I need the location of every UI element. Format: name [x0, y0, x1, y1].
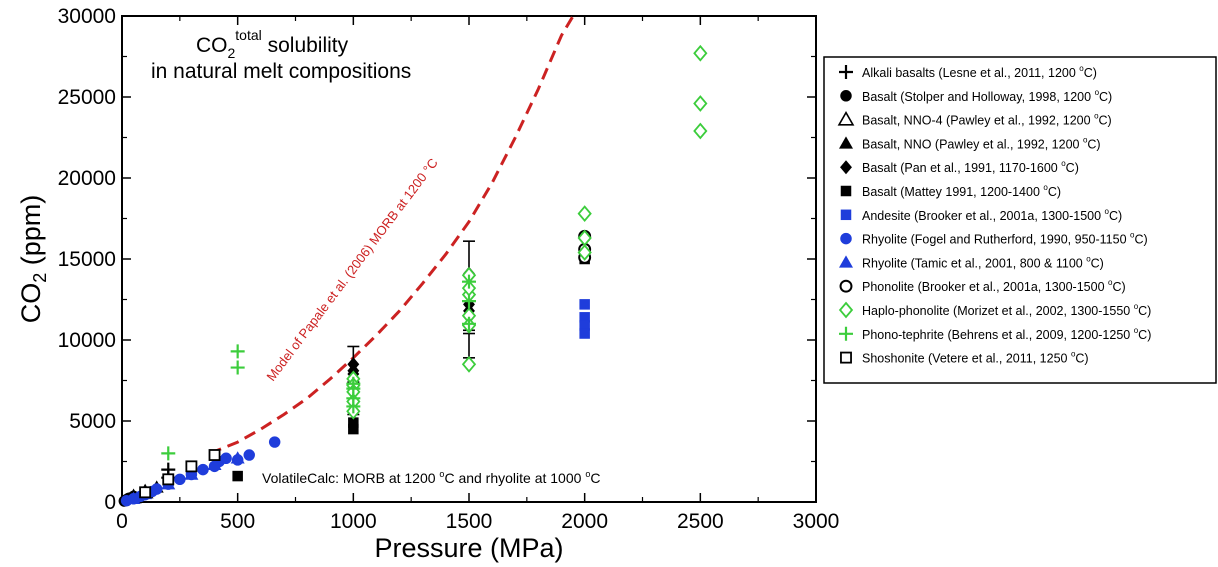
- model-curve: [209, 15, 575, 455]
- legend-marker: [840, 160, 852, 175]
- y-tick-label: 30000: [58, 5, 116, 28]
- legend-marker: [840, 185, 852, 197]
- data-point: [348, 417, 359, 428]
- data-point: [579, 312, 590, 323]
- y-tick-label: 25000: [58, 86, 116, 109]
- data-point: [461, 355, 477, 373]
- chart-title-line1: CO2total solubility: [196, 27, 349, 61]
- axes: 0 500 1000 1500 2000 2500 30000500010000150002…: [58, 5, 840, 533]
- data-point: [207, 457, 222, 470]
- data-point: [348, 423, 359, 435]
- x-tick-label: 500: [220, 510, 255, 533]
- legend-marker: [840, 232, 852, 245]
- x-tick-label: 1000: [330, 510, 377, 533]
- y-tick-label: 15000: [58, 248, 116, 271]
- legend-marker: [839, 136, 853, 149]
- data-point: [185, 460, 198, 473]
- legend-marker: [839, 326, 853, 341]
- legend-marker: [840, 90, 852, 102]
- legend-marker: [837, 110, 855, 126]
- error-bars: [347, 240, 475, 416]
- model-curve-label: Model of Papale et al. (2006) MORB at 12…: [263, 155, 440, 383]
- data-point: [579, 320, 590, 331]
- legend-entry: Shoshonite (Vetere et al., 2011, 1250 oC…: [862, 350, 1089, 366]
- legend-marker: [839, 65, 853, 79]
- legend-marker: [840, 209, 852, 221]
- data-point: [693, 122, 708, 140]
- x-tick-label: 2000: [561, 510, 608, 533]
- legend-marker: [839, 279, 853, 293]
- data-point: [184, 467, 199, 480]
- chart-title-line2: in natural melt compositions: [151, 60, 411, 83]
- data-point: [693, 44, 708, 62]
- data-point: [577, 244, 592, 261]
- data-point: [150, 483, 163, 495]
- data-point: [579, 299, 590, 310]
- legend: Alkali basalts (Lesne et al., 2011, 1200…: [837, 64, 1151, 366]
- legend-entry: Rhyolite (Tamic et al., 2001, 800 & 1100…: [862, 254, 1104, 270]
- data-point: [232, 470, 243, 482]
- x-tick-label: 3000: [793, 510, 840, 533]
- data-point: [126, 491, 141, 505]
- data-point: [577, 205, 592, 223]
- data-point: [208, 449, 221, 461]
- legend-entry: Basalt, NNO (Pawley et al., 1992, 1200 o…: [862, 135, 1101, 151]
- legend-entry: Basalt, NNO-4 (Pawley et al., 1992, 1200…: [862, 112, 1112, 128]
- legend-marker: [838, 301, 854, 319]
- legend-entry: Basalt (Stolper and Holloway, 1998, 1200…: [862, 88, 1112, 104]
- data-points: [118, 44, 708, 507]
- data-point: [230, 344, 245, 359]
- y-tick-label: 20000: [58, 167, 116, 190]
- legend-entry: Phono-tephrite (Behrens et al., 2009, 12…: [862, 326, 1151, 342]
- data-point: [462, 316, 476, 331]
- legend-marker: [839, 255, 853, 268]
- x-tick-label: 2500: [677, 510, 724, 533]
- legend-box: [823, 56, 1217, 384]
- legend-entry: Basalt (Pan et al., 1991, 1170-1600 oC): [862, 159, 1079, 175]
- legend-entry: Haplo-phonolite (Morizet et al., 2002, 1…: [862, 302, 1151, 318]
- data-point: [174, 473, 186, 486]
- legend-entry: Alkali basalts (Lesne et al., 2011, 1200…: [862, 64, 1097, 80]
- volatilecalc-label: VolatileCalc: MORB at 1200 oC and rhyoli…: [262, 469, 600, 486]
- data-point: [197, 463, 209, 476]
- data-point: [220, 452, 232, 465]
- data-point: [230, 451, 245, 464]
- legend-entry: Andesite (Brooker et al., 2001a, 1300-15…: [862, 207, 1122, 223]
- legend-entry: Rhyolite (Fogel and Rutherford, 1990, 95…: [862, 231, 1148, 247]
- legend-entry: Phonolite (Brooker et al., 2001a, 1300-1…: [862, 278, 1126, 294]
- x-tick-label: 1500: [446, 510, 493, 533]
- data-point: [268, 436, 281, 448]
- data-point: [139, 486, 152, 499]
- data-point: [693, 95, 708, 112]
- x-tick-label: 0: [116, 510, 128, 533]
- y-axis-title: CO2 (ppm): [16, 195, 50, 324]
- data-point: [346, 399, 361, 414]
- data-point: [161, 446, 176, 461]
- y-tick-label: 0: [104, 491, 116, 514]
- data-point: [579, 328, 590, 339]
- y-tick-label: 10000: [58, 329, 116, 352]
- legend-marker: [840, 351, 852, 364]
- data-point: [230, 360, 245, 375]
- data-point: [462, 274, 476, 289]
- x-axis-title: Pressure (MPa): [374, 533, 563, 563]
- legend-entry: Basalt (Mattey 1991, 1200-1400 oC): [862, 183, 1061, 199]
- data-point: [162, 473, 175, 486]
- data-point: [243, 449, 255, 461]
- y-tick-label: 5000: [69, 410, 116, 433]
- data-point: [462, 294, 476, 309]
